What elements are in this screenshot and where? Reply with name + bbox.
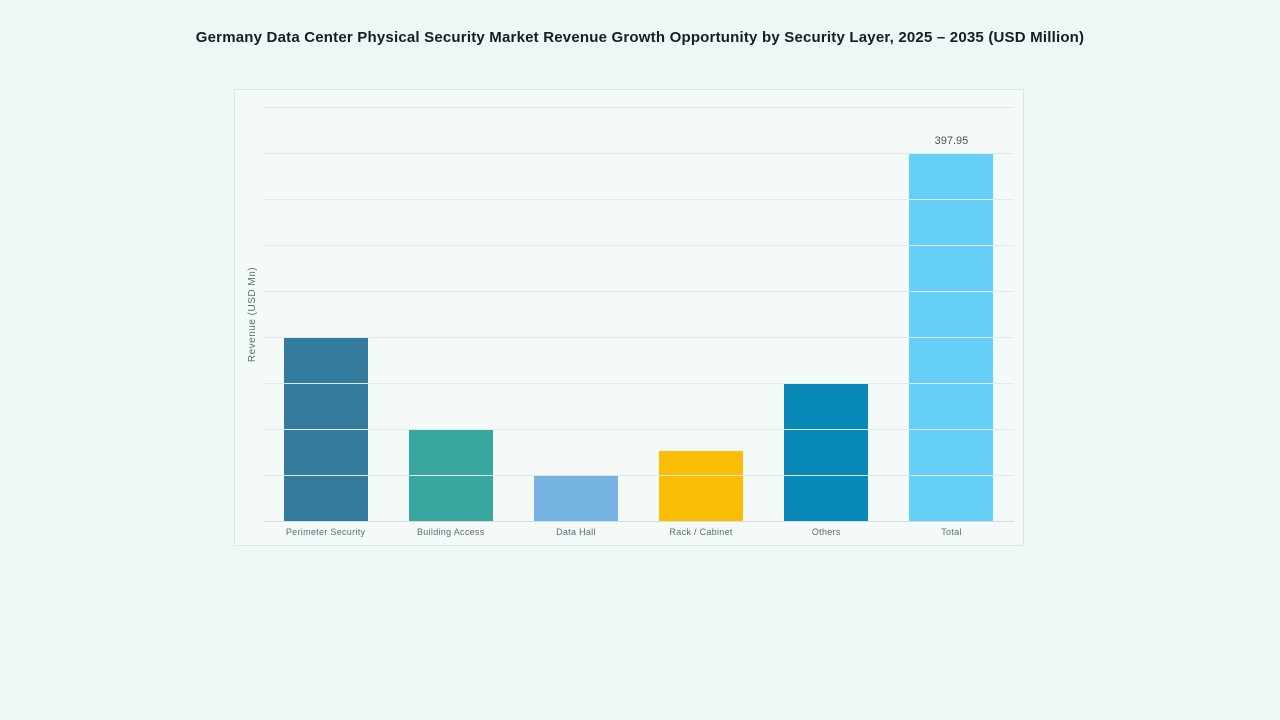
bar-slot-building-access: [388, 107, 513, 521]
bar-data-hall: [533, 475, 618, 521]
plot-area: 397.95: [254, 107, 1014, 522]
y-axis-tick: [254, 107, 263, 108]
gridline: [263, 153, 1014, 154]
bar-slot-rack-cabinet: [639, 107, 764, 521]
x-tick-label-building-access: Building Access: [416, 527, 485, 537]
bar-others: [784, 383, 869, 521]
y-axis-tick: [254, 475, 263, 476]
chart-title: Germany Data Center Physical Security Ma…: [195, 29, 1085, 46]
y-axis-tick: [254, 245, 263, 246]
bar-rack-cabinet: [659, 450, 744, 521]
y-axis-label-text: Revenue (USD Mn): [247, 266, 259, 362]
gridline: [263, 337, 1014, 338]
gridline: [263, 383, 1014, 384]
bar-slot-others: [764, 107, 889, 521]
bar-slot-total: 397.95: [889, 107, 1014, 521]
bars-row: 397.95: [263, 107, 1014, 521]
bar-slot-perimeter-security: [263, 107, 388, 521]
chart-panel: Revenue (USD Mn) 397.95 Perimeter Securi…: [234, 89, 1024, 546]
y-axis-tick: [254, 337, 263, 338]
gridline: [263, 291, 1014, 292]
gridline: [263, 107, 1014, 108]
x-axis-line: [263, 521, 1014, 522]
bar-perimeter-security: [283, 336, 368, 521]
y-axis-tick: [254, 429, 263, 430]
x-tick-label-perimeter-security: Perimeter Security: [285, 527, 366, 537]
y-axis-tick: [254, 199, 263, 200]
x-tick-label-rack-cabinet: Rack / Cabinet: [669, 527, 733, 537]
x-tick-label-total: Total: [941, 527, 962, 537]
gridline: [263, 475, 1014, 476]
gridline: [263, 199, 1014, 200]
bar-value-label: 397.95: [934, 135, 969, 148]
y-axis-label: Revenue (USD Mn): [245, 107, 261, 521]
gridline: [263, 245, 1014, 246]
y-axis-tick: [254, 153, 263, 154]
y-axis-tick: [254, 383, 263, 384]
x-tick-label-others: Others: [811, 527, 841, 537]
x-tick-label-data-hall: Data Hall: [556, 527, 596, 537]
gridline: [263, 429, 1014, 430]
bar-slot-data-hall: [513, 107, 638, 521]
x-axis-labels: Perimeter Security Building Access Data Ha…: [263, 527, 1014, 537]
y-axis-tick: [254, 291, 263, 292]
